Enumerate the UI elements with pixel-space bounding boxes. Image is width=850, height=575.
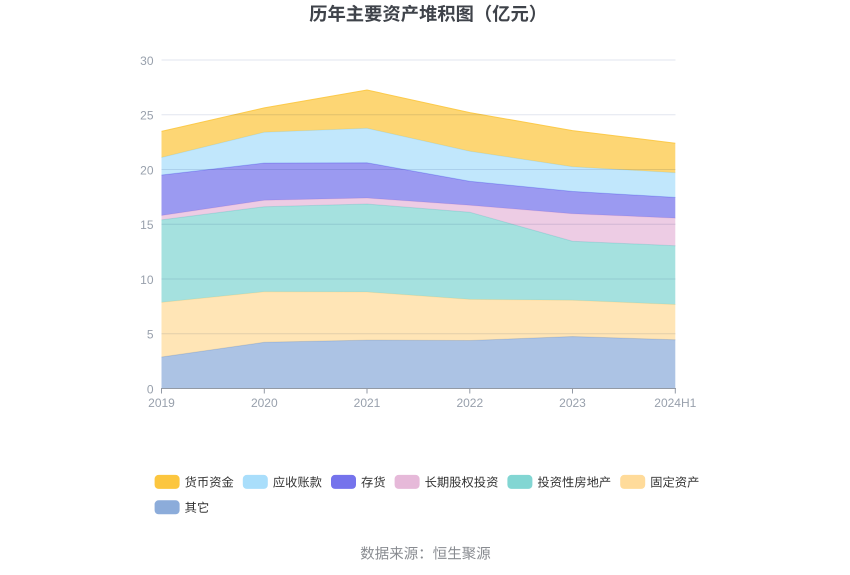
svg-text:0: 0 (147, 382, 154, 396)
svg-text:2024H1: 2024H1 (654, 396, 696, 410)
svg-text:2023: 2023 (559, 396, 586, 410)
svg-text:15: 15 (140, 218, 154, 232)
svg-text:10: 10 (140, 273, 154, 287)
svg-text:5: 5 (147, 328, 154, 342)
svg-text:20: 20 (140, 163, 154, 177)
svg-text:2019: 2019 (148, 396, 175, 410)
svg-text:2021: 2021 (354, 396, 381, 410)
svg-text:2020: 2020 (251, 396, 278, 410)
svg-text:2022: 2022 (456, 396, 483, 410)
svg-text:25: 25 (140, 109, 154, 123)
svg-text:30: 30 (140, 54, 154, 68)
